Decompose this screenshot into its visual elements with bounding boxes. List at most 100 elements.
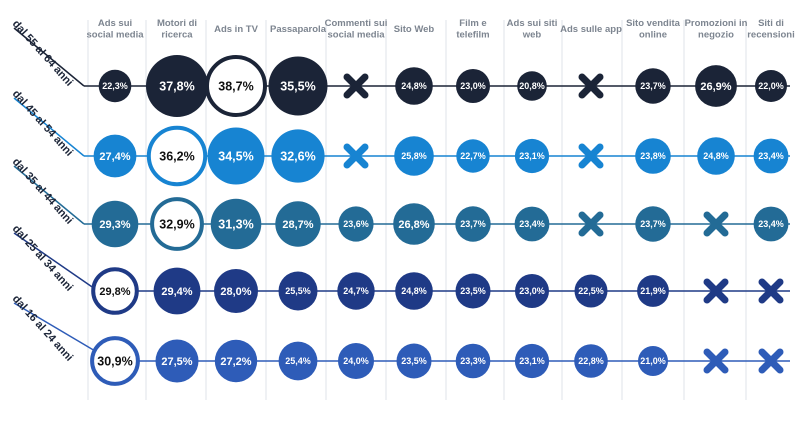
data-bubble — [214, 339, 258, 383]
data-bubble — [271, 129, 325, 183]
data-bubble — [150, 197, 204, 251]
row-label: dal 16 al 24 anni — [10, 293, 75, 364]
data-bubble — [278, 271, 318, 311]
data-label: 22,8% — [578, 356, 604, 366]
cross-stroke — [578, 73, 604, 99]
cross-stroke — [758, 278, 784, 304]
data-label: 23,5% — [401, 356, 427, 366]
data-bubble — [396, 343, 432, 379]
data-bubble — [514, 138, 550, 174]
data-bubble — [155, 339, 199, 383]
data-bubble — [275, 201, 321, 247]
data-label: 23,4% — [758, 151, 784, 161]
data-label: 27,2% — [220, 356, 251, 368]
cross-icon — [578, 143, 604, 169]
data-label: 29,4% — [161, 286, 192, 298]
cross-icon — [703, 278, 729, 304]
data-label: 24,8% — [401, 81, 427, 91]
data-label: 23,0% — [460, 81, 486, 91]
data-bubble — [455, 273, 491, 309]
data-label: 23,7% — [460, 219, 486, 229]
data-bubble — [753, 138, 789, 174]
cross-stroke — [703, 348, 729, 374]
data-label: 27,5% — [161, 356, 192, 368]
data-label: 34,5% — [218, 150, 253, 164]
column-header: Sito Web — [394, 24, 435, 35]
column-header: Commenti sui social media — [325, 18, 388, 41]
data-bubble — [635, 206, 671, 242]
row-label: dal 25 al 34 anni — [10, 223, 75, 294]
column-header: Ads in TV — [214, 24, 258, 35]
data-label: 36,2% — [159, 150, 194, 164]
data-bubble — [91, 200, 139, 248]
data-bubble — [637, 275, 669, 307]
cross-stroke — [343, 143, 369, 169]
data-bubble — [337, 272, 375, 310]
data-bubble — [146, 125, 208, 187]
data-label: 27,4% — [99, 151, 130, 163]
data-bubble — [205, 55, 267, 117]
cross-icon — [343, 143, 369, 169]
data-label: 24,0% — [343, 356, 369, 366]
data-bubble — [755, 70, 787, 102]
column-header: Ads sui siti web — [507, 18, 558, 41]
cross-icon — [758, 278, 784, 304]
data-bubble — [338, 343, 374, 379]
data-label: 29,3% — [99, 219, 130, 231]
data-bubble — [638, 346, 668, 376]
column-header: Passaparola — [270, 24, 327, 35]
data-label: 31,3% — [218, 218, 253, 232]
data-label: 23,7% — [640, 219, 666, 229]
data-label: 23,8% — [640, 151, 666, 161]
data-bubble — [753, 206, 789, 242]
row-label: dal 55 al 64 anni — [10, 18, 75, 89]
data-label: 37,8% — [159, 80, 194, 94]
data-bubble — [455, 343, 491, 379]
cross-stroke — [578, 143, 604, 169]
cross-icon — [343, 73, 369, 99]
cross-stroke — [703, 211, 729, 237]
data-label: 28,7% — [282, 219, 313, 231]
cross-icon — [578, 73, 604, 99]
data-bubble — [93, 134, 137, 178]
data-label: 22,0% — [758, 81, 784, 91]
data-label: 30,9% — [97, 355, 132, 369]
column-header: Sito vendita online — [626, 18, 681, 41]
data-bubble — [146, 55, 208, 117]
cross-stroke — [578, 211, 604, 237]
data-label: 29,8% — [99, 286, 130, 298]
row-label-line — [13, 165, 85, 225]
cross-icon — [703, 348, 729, 374]
column-header: Ads sui social media — [86, 18, 144, 41]
data-label: 23,3% — [460, 356, 486, 366]
data-bubble — [517, 71, 547, 101]
column-header: Siti di recensioni — [747, 18, 795, 41]
row-label-line — [13, 232, 99, 292]
data-bubble — [395, 272, 433, 310]
data-label: 22,3% — [102, 81, 128, 91]
data-label: 26,9% — [700, 81, 731, 93]
data-bubble — [98, 69, 132, 103]
data-bubble — [394, 136, 434, 176]
data-label: 28,0% — [220, 286, 251, 298]
data-bubble — [338, 206, 374, 242]
data-label: 23,0% — [519, 286, 545, 296]
data-bubble — [695, 65, 737, 107]
data-label: 24,8% — [703, 151, 729, 161]
cross-icon — [578, 211, 604, 237]
column-header: Film e telefilm — [456, 18, 489, 41]
row-label-line — [13, 27, 85, 87]
data-label: 21,0% — [640, 356, 666, 366]
data-label: 25,8% — [401, 151, 427, 161]
data-bubble — [207, 127, 265, 185]
data-bubble — [91, 267, 139, 315]
cross-stroke — [703, 278, 729, 304]
cross-icon — [703, 211, 729, 237]
data-label: 21,9% — [640, 286, 666, 296]
cross-icon — [758, 348, 784, 374]
data-label: 23,1% — [519, 151, 545, 161]
data-label: 24,7% — [343, 286, 369, 296]
data-bubble — [456, 139, 490, 173]
data-label: 23,4% — [758, 219, 784, 229]
data-label: 23,5% — [460, 286, 486, 296]
